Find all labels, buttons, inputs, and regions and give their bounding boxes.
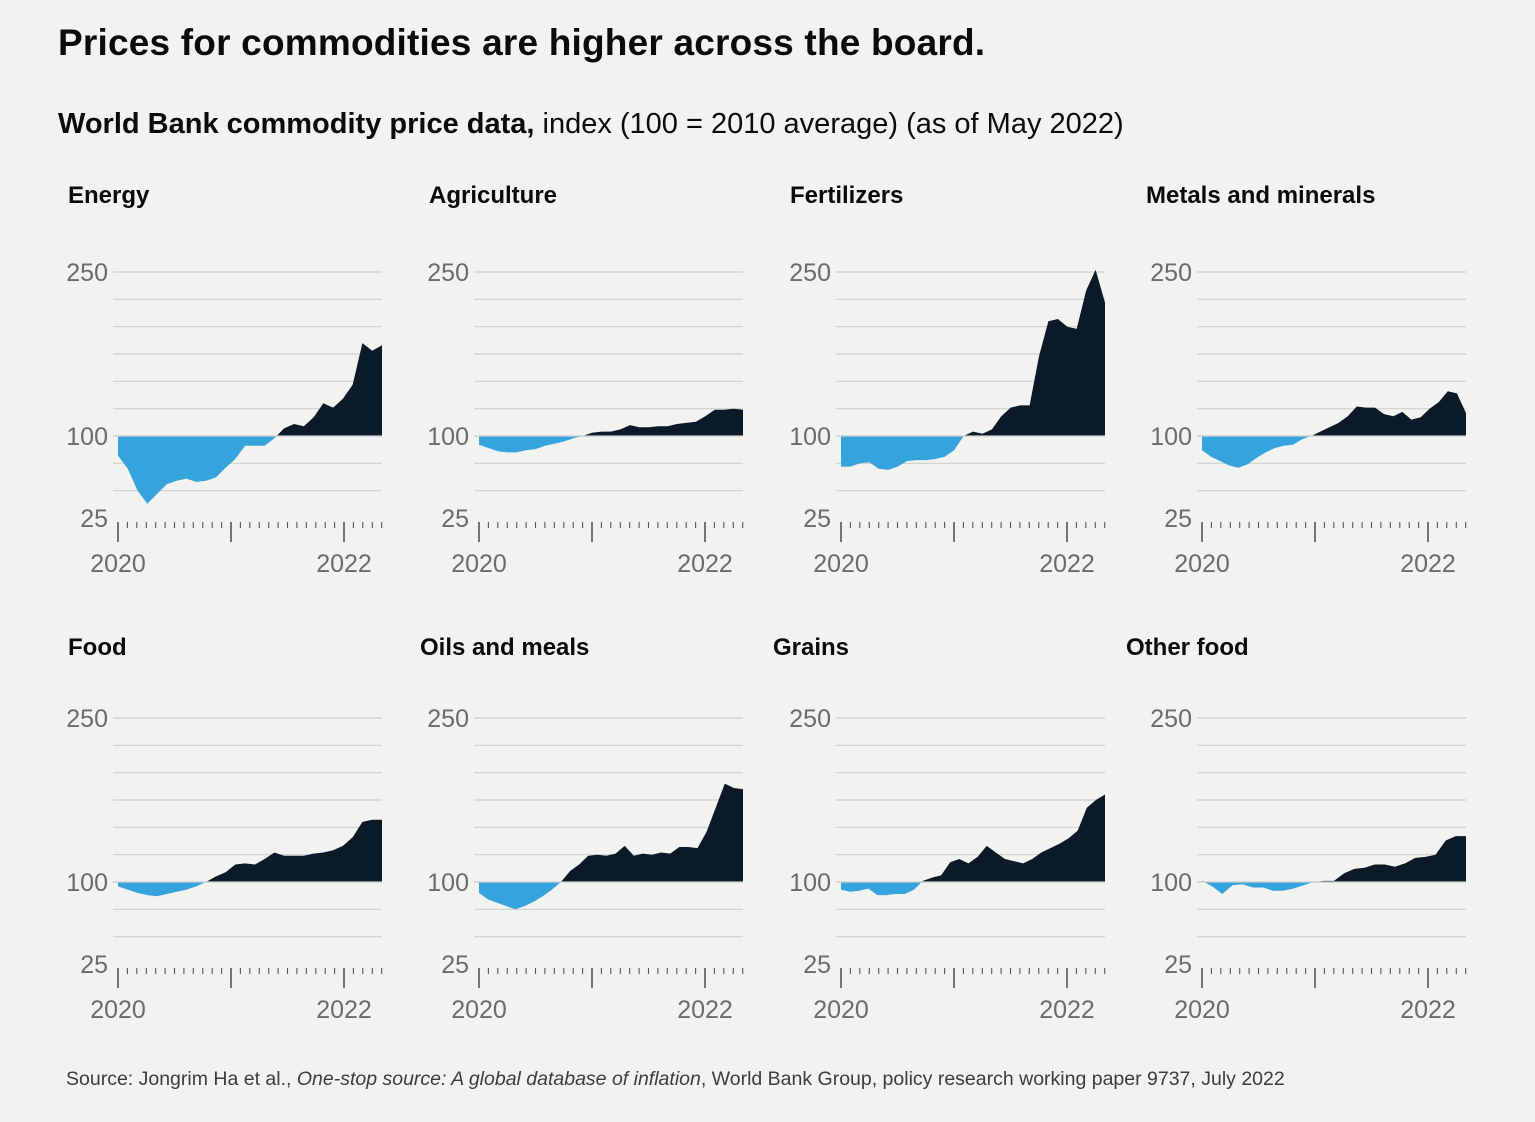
- area-below-baseline: [1202, 436, 1312, 468]
- panel-title-other-food: Other food: [1126, 634, 1249, 661]
- y-tick-label: 25: [803, 505, 831, 533]
- y-tick-label: 25: [1164, 505, 1192, 533]
- x-tick-label: 2020: [1174, 996, 1230, 1024]
- y-tick-label: 25: [80, 505, 108, 533]
- x-tick-label: 2020: [90, 550, 146, 578]
- x-tick-label: 2022: [1400, 996, 1456, 1024]
- y-tick-label: 25: [1164, 951, 1192, 979]
- y-tick-label: 25: [441, 505, 469, 533]
- chart-panel-6: 25 100 250 2020 2022: [789, 705, 1106, 1024]
- y-tick-label: 250: [1150, 259, 1192, 287]
- source-note: Source: Jongrim Ha et al., One-stop sour…: [66, 1068, 1285, 1091]
- area-below-baseline: [1204, 882, 1314, 894]
- x-tick-label: 2020: [90, 996, 146, 1024]
- x-tick-label: 2020: [451, 996, 507, 1024]
- y-tick-label: 100: [1150, 869, 1192, 897]
- x-tick-label: 2020: [451, 550, 507, 578]
- x-tick-label: 2022: [1039, 550, 1095, 578]
- area-below-baseline: [479, 436, 583, 453]
- source-prefix: Source: Jongrim Ha et al.,: [66, 1068, 297, 1090]
- x-tick-label: 2020: [813, 550, 869, 578]
- chart-panel-0: 25 100 250 2020 2022: [66, 259, 383, 578]
- panel-title-energy: Energy: [68, 182, 150, 209]
- x-tick-label: 2022: [316, 996, 372, 1024]
- y-tick-label: 250: [427, 259, 469, 287]
- y-tick-label: 250: [427, 705, 469, 733]
- y-tick-label: 25: [803, 951, 831, 979]
- area-above-baseline: [582, 408, 743, 436]
- area-below-baseline: [841, 882, 922, 896]
- panel-title-agriculture: Agriculture: [429, 182, 558, 209]
- area-below-baseline: [841, 436, 964, 470]
- area-above-baseline: [963, 269, 1105, 436]
- area-above-baseline: [276, 343, 382, 436]
- area-below-baseline: [479, 882, 561, 910]
- subtitle-bold: World Bank commodity price data,: [58, 108, 535, 140]
- y-tick-label: 100: [1150, 423, 1192, 451]
- source-suffix: , World Bank Group, policy research work…: [700, 1068, 1285, 1090]
- subtitle-rest: index (100 = 2010 average) (as of May 20…: [534, 108, 1124, 140]
- y-tick-label: 250: [66, 705, 108, 733]
- chart-panel-2: 25 100 250 2020 2022: [789, 259, 1106, 578]
- panel-title-grains: Grains: [773, 634, 850, 661]
- area-above-baseline: [1311, 391, 1466, 436]
- area-below-baseline: [118, 436, 277, 504]
- x-tick-label: 2022: [316, 550, 372, 578]
- chart-panel-5: 25 100 250 2020 2022: [427, 705, 744, 1024]
- y-tick-label: 100: [789, 869, 831, 897]
- y-tick-label: 250: [1150, 705, 1192, 733]
- y-tick-label: 100: [66, 423, 108, 451]
- y-tick-label: 25: [441, 951, 469, 979]
- area-above-baseline: [1313, 836, 1466, 882]
- y-tick-label: 100: [427, 869, 469, 897]
- x-tick-label: 2022: [1039, 996, 1095, 1024]
- area-above-baseline: [921, 794, 1105, 882]
- x-tick-label: 2020: [1174, 550, 1230, 578]
- x-tick-label: 2022: [677, 996, 733, 1024]
- y-tick-label: 100: [789, 423, 831, 451]
- panel-title-oils-and-meals: Oils and meals: [420, 634, 590, 661]
- y-tick-label: 250: [789, 259, 831, 287]
- area-above-baseline: [560, 783, 743, 882]
- y-tick-label: 250: [789, 705, 831, 733]
- y-tick-label: 100: [427, 423, 469, 451]
- chart-panel-7: 25 100 250 2020 2022: [1150, 705, 1467, 1024]
- x-tick-label: 2022: [1400, 550, 1456, 578]
- panel-title-fertilizers: Fertilizers: [790, 182, 904, 209]
- source-title: One-stop source: A global database of in…: [296, 1068, 701, 1090]
- area-above-baseline: [206, 819, 382, 882]
- panel-title-metals-and-minerals: Metals and minerals: [1146, 182, 1376, 209]
- y-tick-label: 100: [66, 869, 108, 897]
- panel-title-food: Food: [68, 634, 127, 661]
- x-tick-label: 2022: [677, 550, 733, 578]
- chart-panel-4: 25 100 250 2020 2022: [66, 705, 383, 1024]
- chart-subtitle: World Bank commodity price data, index (…: [58, 108, 1124, 141]
- y-tick-label: 25: [80, 951, 108, 979]
- area-below-baseline: [118, 882, 206, 897]
- y-tick-label: 250: [66, 259, 108, 287]
- chart-panel-3: 25 100 250 2020 2022: [1150, 259, 1467, 578]
- chart-panel-1: 25 100 250 2020 2022: [427, 259, 744, 578]
- page-title: Prices for commodities are higher across…: [58, 22, 986, 63]
- x-tick-label: 2020: [813, 996, 869, 1024]
